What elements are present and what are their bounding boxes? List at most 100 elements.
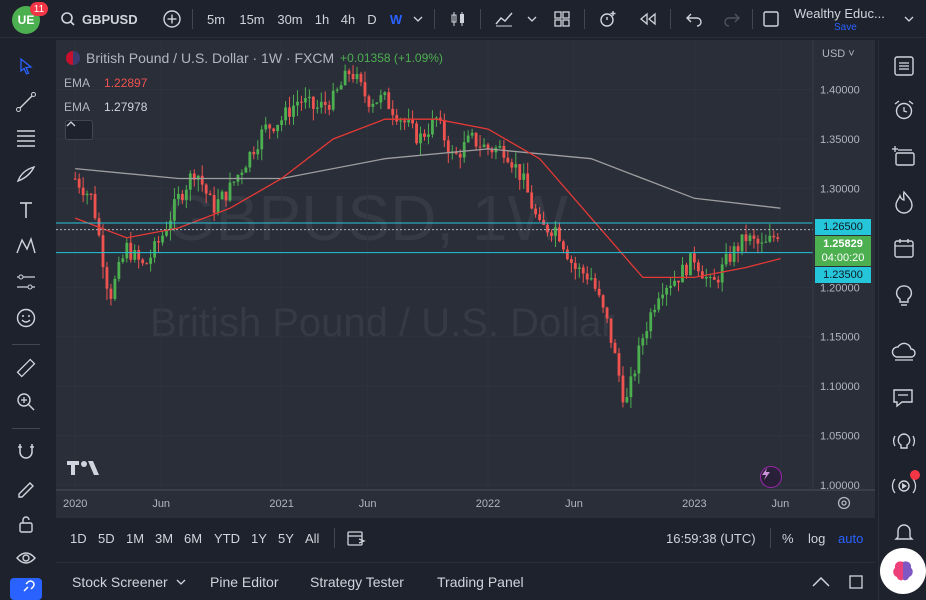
redo-button[interactable] bbox=[720, 0, 744, 38]
cursor-tool[interactable] bbox=[10, 50, 42, 82]
hotlists-button[interactable] bbox=[888, 186, 920, 218]
candle-body bbox=[109, 288, 113, 299]
time-axis[interactable]: 2020 Jun 2021 Jun 2022 Jun 2023 Jun bbox=[63, 498, 789, 510]
trend-line-tool[interactable] bbox=[10, 86, 42, 118]
ema-slow-legend[interactable]: EMA 1.27978 bbox=[64, 100, 147, 114]
help-button[interactable] bbox=[888, 426, 920, 458]
range-1y[interactable]: 1Y bbox=[251, 530, 267, 546]
interval-15m[interactable]: 15m bbox=[239, 11, 265, 27]
indicators-button[interactable] bbox=[492, 0, 516, 38]
data-window-button[interactable] bbox=[888, 140, 920, 172]
ideas-button[interactable] bbox=[888, 280, 920, 312]
interval-4h[interactable]: 4h bbox=[340, 11, 356, 27]
brush-tool[interactable] bbox=[10, 158, 42, 190]
layout-name[interactable]: Wealthy Educ... bbox=[794, 6, 885, 21]
templates-button[interactable] bbox=[550, 0, 574, 38]
watchlist-button[interactable] bbox=[888, 50, 920, 82]
lock-drawings-tool[interactable] bbox=[10, 508, 42, 540]
alerts-button[interactable] bbox=[888, 94, 920, 126]
icons-tool[interactable] bbox=[10, 302, 42, 334]
candle-body bbox=[577, 267, 581, 269]
stay-drawing-tool[interactable] bbox=[10, 472, 42, 504]
candle-body bbox=[375, 102, 379, 104]
range-5d[interactable]: 5D bbox=[98, 530, 115, 546]
magnet-tool[interactable] bbox=[10, 436, 42, 468]
range-6m[interactable]: 6M bbox=[184, 530, 203, 546]
range-5y[interactable]: 5Y bbox=[278, 530, 294, 546]
notifications-button[interactable] bbox=[888, 516, 920, 548]
range-1m[interactable]: 1M bbox=[126, 530, 145, 546]
flame-icon bbox=[895, 190, 913, 214]
layout-dropdown[interactable] bbox=[902, 0, 916, 38]
interval-d[interactable]: D bbox=[367, 11, 377, 27]
measure-tool[interactable] bbox=[10, 352, 42, 384]
currency-selector[interactable]: USD ˅ bbox=[822, 48, 855, 60]
candle-body bbox=[462, 142, 466, 158]
candle-body bbox=[288, 107, 291, 117]
candle-body bbox=[613, 342, 617, 354]
interval-w[interactable]: W bbox=[389, 11, 403, 27]
replay-button[interactable] bbox=[636, 0, 660, 38]
candle-body bbox=[510, 162, 514, 168]
trend-line-icon bbox=[16, 92, 36, 112]
compare-button[interactable] bbox=[158, 0, 186, 38]
hide-drawings-tool[interactable] bbox=[10, 542, 42, 574]
prediction-tool[interactable] bbox=[10, 266, 42, 298]
tab-stock-screener[interactable]: Stock Screener bbox=[72, 563, 186, 600]
chart-type-button[interactable] bbox=[446, 0, 470, 38]
maximize-panel-button[interactable] bbox=[848, 563, 864, 600]
remove-drawings-tool[interactable] bbox=[10, 578, 42, 600]
percent-toggle[interactable]: % bbox=[782, 530, 794, 546]
undo-button[interactable] bbox=[682, 0, 706, 38]
utc-clock[interactable]: 16:59:38 (UTC) bbox=[666, 530, 756, 546]
log-toggle[interactable]: log bbox=[808, 530, 826, 546]
save-link[interactable]: Save bbox=[834, 22, 857, 33]
ema-slow-line bbox=[75, 148, 781, 209]
calendar-button[interactable] bbox=[888, 232, 920, 264]
fib-tool[interactable] bbox=[10, 122, 42, 154]
text-tool[interactable] bbox=[10, 194, 42, 226]
chart-pane[interactable]: GBPUSD, 1W British Pound / U.S. Dollar 1… bbox=[56, 40, 875, 518]
collapse-panel-button[interactable] bbox=[812, 563, 830, 600]
pattern-tool[interactable] bbox=[10, 230, 42, 262]
price-axis[interactable]: 1.40000 1.35000 1.30000 1.20000 1.15000 1.100… bbox=[820, 85, 860, 492]
range-3m[interactable]: 3M bbox=[155, 530, 174, 546]
interval-1h[interactable]: 1h bbox=[314, 11, 330, 27]
brain-assistant-button[interactable] bbox=[880, 548, 926, 594]
indicators-dropdown[interactable] bbox=[524, 0, 540, 38]
ema-fast-legend[interactable]: EMA 1.22897 bbox=[64, 76, 147, 90]
range-ytd[interactable]: YTD bbox=[214, 530, 240, 546]
legend-title: British Pound / U.S. Dollar · 1W · FXCM bbox=[86, 50, 335, 66]
watermark-description: British Pound / U.S. Dollar bbox=[150, 301, 615, 345]
tab-trading-panel[interactable]: Trading Panel bbox=[437, 574, 524, 590]
candle-body bbox=[169, 220, 172, 231]
live-button[interactable] bbox=[888, 470, 920, 502]
tab-pine-editor[interactable]: Pine Editor bbox=[210, 574, 279, 590]
collapse-legend-button[interactable] bbox=[65, 120, 93, 140]
layout-button[interactable] bbox=[760, 0, 782, 38]
notification-badge: 11 bbox=[30, 2, 48, 16]
symbol-search[interactable]: GBPUSD bbox=[60, 0, 138, 38]
goto-date-button[interactable] bbox=[346, 520, 366, 556]
price-chart[interactable]: GBPUSD, 1W British Pound / U.S. Dollar 1… bbox=[56, 40, 875, 518]
interval-5m[interactable]: 5m bbox=[206, 11, 226, 27]
interval-30m[interactable]: 30m bbox=[277, 11, 303, 27]
tv-logo-icon bbox=[67, 461, 99, 475]
range-all[interactable]: All bbox=[305, 530, 320, 546]
candle-body bbox=[442, 120, 446, 141]
zoom-tool[interactable] bbox=[10, 386, 42, 418]
chart-settings-button[interactable] bbox=[836, 495, 854, 513]
calendar-arrow-icon bbox=[347, 531, 366, 546]
candle-body bbox=[371, 103, 375, 107]
streams-button[interactable] bbox=[888, 336, 920, 368]
chevron-up-icon bbox=[66, 121, 76, 127]
alert-button[interactable] bbox=[596, 0, 620, 38]
chats-button[interactable] bbox=[888, 382, 920, 414]
range-1d[interactable]: 1D bbox=[70, 530, 87, 546]
tab-strategy-tester[interactable]: Strategy Tester bbox=[310, 574, 404, 590]
interval-dropdown[interactable] bbox=[410, 0, 426, 38]
auto-toggle[interactable]: auto bbox=[838, 530, 864, 546]
candle-body bbox=[681, 264, 684, 283]
events-button[interactable] bbox=[760, 466, 782, 488]
candle-body bbox=[506, 157, 510, 163]
